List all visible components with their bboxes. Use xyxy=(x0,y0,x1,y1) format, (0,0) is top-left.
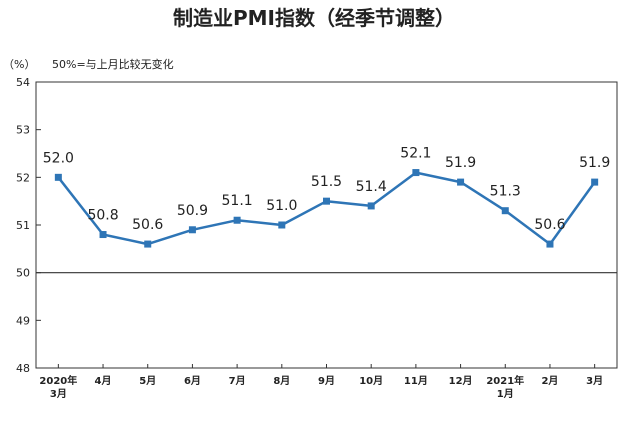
data-point xyxy=(278,221,286,229)
y-tick-label: 54 xyxy=(16,76,30,89)
chart-title: 制造业PMI指数（经季节调整） xyxy=(173,6,455,30)
x-tick-label: 3月 xyxy=(50,388,67,400)
x-tick-label: 8月 xyxy=(273,375,290,387)
data-point xyxy=(323,197,330,205)
y-axis: 54 53 52 51 50 49 48 xyxy=(16,76,41,375)
y-tick-label: 49 xyxy=(16,314,30,327)
plot-area xyxy=(35,81,618,369)
data-label: 51.1 xyxy=(222,193,253,209)
pmi-series xyxy=(54,169,599,248)
data-label: 50.9 xyxy=(177,203,208,219)
x-tick-label: 4月 xyxy=(95,375,112,387)
data-point xyxy=(591,178,599,186)
data-point xyxy=(99,231,107,239)
x-tick-label: 10月 xyxy=(359,375,383,387)
data-point xyxy=(188,226,196,234)
x-tick-label: 11月 xyxy=(404,375,428,387)
data-point xyxy=(144,240,152,248)
y-unit-label: （%） xyxy=(3,58,35,71)
data-point xyxy=(233,216,241,224)
data-label: 52.1 xyxy=(400,146,431,162)
data-point xyxy=(54,173,62,181)
data-label: 51.9 xyxy=(579,155,610,171)
x-tick-label: 1月 xyxy=(497,388,514,400)
data-point xyxy=(457,178,465,186)
data-point xyxy=(412,169,420,177)
x-tick-label: 2月 xyxy=(541,375,558,387)
data-point xyxy=(546,240,554,248)
x-tick-label: 6月 xyxy=(184,375,201,387)
data-point xyxy=(501,207,509,215)
y-tick-label: 50 xyxy=(16,267,30,280)
x-tick-label: 12月 xyxy=(449,375,473,387)
data-label: 50.6 xyxy=(132,217,163,233)
x-tick-label: 2020年 xyxy=(39,374,77,387)
data-label: 51.5 xyxy=(311,174,342,190)
data-label: 50.6 xyxy=(534,217,565,233)
y-tick-label: 51 xyxy=(16,219,30,232)
baseline-note: 50%=与上月比较无变化 xyxy=(52,57,174,71)
y-tick-label: 52 xyxy=(16,171,30,184)
data-label: 50.8 xyxy=(87,208,118,224)
y-tick-label: 53 xyxy=(16,124,30,137)
x-tick-label: 2021年 xyxy=(486,374,524,387)
data-label: 51.3 xyxy=(490,184,521,200)
x-tick-label: 5月 xyxy=(139,375,156,387)
data-label: 51.4 xyxy=(356,179,387,195)
y-tick-label: 48 xyxy=(16,362,30,375)
data-point xyxy=(367,202,375,210)
data-label: 51.9 xyxy=(445,155,476,171)
x-tick-label: 7月 xyxy=(229,375,246,387)
data-label: 51.0 xyxy=(266,198,297,214)
x-tick-label: 9月 xyxy=(318,375,335,387)
data-label: 52.0 xyxy=(43,150,74,166)
data-labels: 52.0 50.8 50.6 50.9 51.1 51.0 51.5 51.4 52.1 51.9… xyxy=(43,146,610,234)
x-tick-label: 3月 xyxy=(586,375,603,387)
